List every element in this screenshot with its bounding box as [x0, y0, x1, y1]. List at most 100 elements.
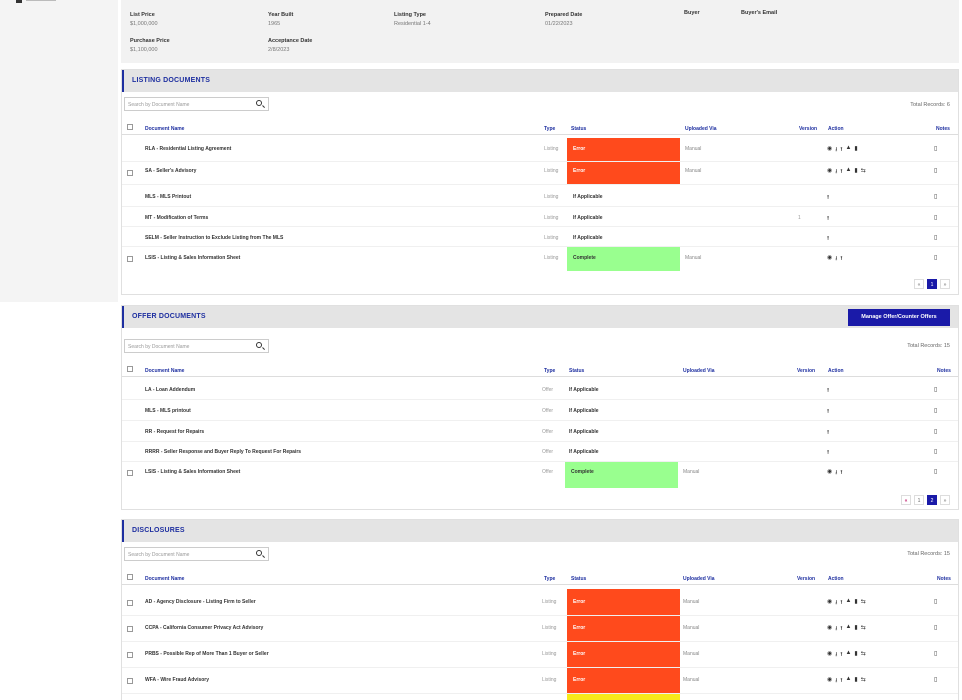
notes-icon[interactable]: ▯ [934, 194, 938, 200]
view-icon[interactable]: ◉ [827, 146, 833, 152]
warning-icon[interactable]: ▲ [845, 145, 852, 151]
delete-icon[interactable]: ▮ [854, 625, 858, 631]
table-row[interactable]: WFA - Wire Fraud Advisory Listing Manual… [122, 668, 958, 694]
row-checkbox[interactable] [127, 600, 133, 606]
view-icon[interactable]: ◉ [827, 625, 833, 631]
table-row[interactable]: MT - Modification of Terms Listing If Ap… [122, 207, 958, 227]
table-row[interactable]: RLA - Residential Listing Agreement List… [122, 140, 958, 162]
download-icon[interactable]: ⭳ [835, 678, 838, 684]
table-row[interactable]: AD - Agency Disclosure - Listing Firm to… [122, 590, 958, 616]
upload-icon[interactable]: ⭱ [840, 169, 843, 175]
search-input[interactable]: Search by Document Name [124, 339, 269, 353]
notes-icon[interactable]: ▯ [934, 408, 938, 414]
notes-icon[interactable]: ▯ [934, 677, 938, 683]
notes-icon[interactable]: ▯ [934, 387, 938, 393]
upload-icon[interactable]: ⭱ [840, 600, 843, 606]
upload-icon[interactable]: ⭱ [827, 195, 830, 201]
sidebar-item[interactable] [26, 0, 56, 1]
select-all-checkbox[interactable] [127, 574, 133, 580]
table-row[interactable]: RR - Request for Repairs Offer If Applic… [122, 422, 958, 442]
download-icon[interactable]: ⭳ [835, 626, 838, 632]
search-input[interactable]: Search by Document Name [124, 97, 269, 111]
download-icon[interactable]: ⭳ [835, 470, 838, 476]
upload-icon[interactable]: ⭱ [840, 678, 843, 684]
download-icon[interactable]: ⭳ [835, 600, 838, 606]
notes-icon[interactable]: ▯ [934, 215, 938, 221]
replace-icon[interactable]: ⇆ [860, 651, 866, 657]
table-row[interactable]: LSIS - Listing & Sales Information Sheet… [122, 463, 958, 485]
table-row[interactable]: MLS - MLS printout Offer If Applicable ⭱… [122, 401, 958, 421]
table-row[interactable]: LA - Loan Addendum Offer If Applicable ⭱… [122, 380, 958, 400]
search-input[interactable]: Search by Document Name [124, 547, 269, 561]
download-icon[interactable]: ⭳ [835, 652, 838, 658]
row-checkbox[interactable] [127, 170, 133, 176]
prev-page-button[interactable]: « [901, 495, 911, 505]
upload-icon[interactable]: ⭱ [827, 450, 830, 456]
select-all-checkbox[interactable] [127, 366, 133, 372]
row-checkbox[interactable] [127, 678, 133, 684]
notes-icon[interactable]: ▯ [934, 429, 938, 435]
notes-icon[interactable]: ▯ [934, 255, 938, 261]
replace-icon[interactable]: ⇆ [860, 168, 866, 174]
upload-icon[interactable]: ⭱ [840, 256, 843, 262]
table-row[interactable]: RRRR - Seller Response and Buyer Reply T… [122, 442, 958, 462]
row-checkbox[interactable] [127, 626, 133, 632]
row-checkbox[interactable] [127, 256, 133, 262]
select-all-checkbox[interactable] [127, 124, 133, 130]
prev-page-button[interactable]: « [914, 279, 924, 289]
search-icon[interactable] [256, 342, 262, 348]
view-icon[interactable]: ◉ [827, 255, 833, 261]
row-checkbox[interactable] [127, 470, 133, 476]
page-1-button[interactable]: 1 [914, 495, 924, 505]
upload-icon[interactable]: ⭱ [840, 470, 843, 476]
upload-icon[interactable]: ⭱ [827, 236, 830, 242]
notes-icon[interactable]: ▯ [934, 449, 938, 455]
replace-icon[interactable]: ⇆ [860, 599, 866, 605]
table-row[interactable]: MLS - MLS Printout Listing If Applicable… [122, 186, 958, 207]
upload-icon[interactable]: ⭱ [827, 216, 830, 222]
view-icon[interactable]: ◉ [827, 469, 833, 475]
delete-icon[interactable]: ▮ [854, 651, 858, 657]
replace-icon[interactable]: ⇆ [860, 625, 866, 631]
upload-icon[interactable]: ⭱ [827, 430, 830, 436]
manage-offers-button[interactable]: Manage Offer/Counter Offers [848, 309, 950, 326]
table-row[interactable]: CCPA - California Consumer Privacy Act A… [122, 616, 958, 642]
notes-icon[interactable]: ▯ [934, 146, 938, 152]
upload-icon[interactable]: ⭱ [840, 626, 843, 632]
next-page-button[interactable]: » [940, 279, 950, 289]
table-row[interactable]: SA - Seller's Advisory Listing Manual ◉ ⭳… [122, 162, 958, 185]
delete-icon[interactable]: ▮ [854, 146, 858, 152]
notes-icon[interactable]: ▯ [934, 599, 938, 605]
view-icon[interactable]: ◉ [827, 168, 833, 174]
page-2-button[interactable]: 2 [927, 495, 937, 505]
table-row[interactable]: SELM - Seller Instruction to Exclude Lis… [122, 227, 958, 247]
table-row[interactable]: LSIS - Listing & Sales Information Sheet… [122, 248, 958, 270]
warning-icon[interactable]: ▲ [845, 624, 852, 630]
upload-icon[interactable]: ⭱ [840, 147, 843, 153]
delete-icon[interactable]: ▮ [854, 677, 858, 683]
notes-icon[interactable]: ▯ [934, 469, 938, 475]
download-icon[interactable]: ⭳ [835, 256, 838, 262]
next-page-button[interactable]: » [940, 495, 950, 505]
download-icon[interactable]: ⭳ [835, 169, 838, 175]
delete-icon[interactable]: ▮ [854, 168, 858, 174]
upload-icon[interactable]: ⭱ [840, 652, 843, 658]
view-icon[interactable]: ◉ [827, 677, 833, 683]
notes-icon[interactable]: ▯ [934, 235, 938, 241]
warning-icon[interactable]: ▲ [845, 650, 852, 656]
table-row[interactable]: PRBS - Possible Rep of More Than 1 Buyer… [122, 642, 958, 668]
replace-icon[interactable]: ⇆ [860, 677, 866, 683]
row-checkbox[interactable] [127, 652, 133, 658]
warning-icon[interactable]: ▲ [845, 598, 852, 604]
notes-icon[interactable]: ▯ [934, 651, 938, 657]
warning-icon[interactable]: ▲ [845, 676, 852, 682]
search-icon[interactable] [256, 550, 262, 556]
view-icon[interactable]: ◉ [827, 651, 833, 657]
page-1-button[interactable]: 1 [927, 279, 937, 289]
download-icon[interactable]: ⭳ [835, 147, 838, 153]
menu-icon[interactable] [16, 0, 22, 3]
warning-icon[interactable]: ▲ [845, 167, 852, 173]
upload-icon[interactable]: ⭱ [827, 409, 830, 415]
search-icon[interactable] [256, 100, 262, 106]
view-icon[interactable]: ◉ [827, 599, 833, 605]
